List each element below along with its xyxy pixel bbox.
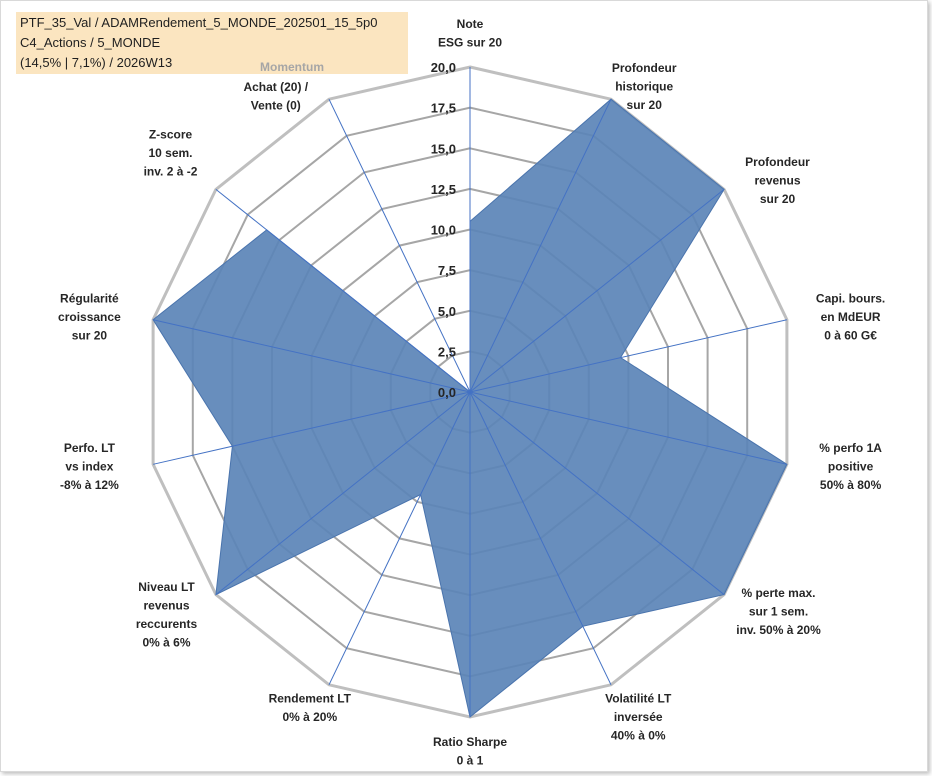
radar-ticks: 0,0 2,5 5,0 7,5 10,0 12,5 15,0 17,5 20,0 [431,60,456,400]
spoke [152,391,471,465]
axis-label-line: inversée [614,710,663,724]
axis-label: Achat (20) / Vente (0) [243,80,308,113]
axis-label: Ratio Sharpe 0 à 1 [433,735,507,768]
axis-label-line: inv. 50% à 20% [736,623,821,637]
axis-label-line: Z-score [149,127,193,141]
axis-label-line: 0% à 20% [282,710,337,724]
tick-label: 20,0 [431,60,456,75]
axis-label: Capi. bours. en MdEUR 0 à 60 G€ [816,291,885,342]
axis-label-line: Rendement LT [269,692,352,706]
axis-label-line: Perfo. LT [64,441,116,455]
axis-label-line: revenus [754,174,800,188]
axis-label-line: Régularité [60,291,119,305]
axis-label-line: % perte max. [741,586,815,600]
axis-label-line: sur 1 sem. [749,605,808,619]
axis-label-line: 0 à 1 [457,754,484,768]
tick-label: 17,5 [431,101,456,116]
axis-label-line: -8% à 12% [60,478,119,492]
tick-label: 7,5 [438,263,456,278]
axis-label-line: 50% à 80% [820,478,882,492]
axis-label: % perte max. sur 1 sem. inv. 50% à 20% [736,586,821,637]
axis-label-line: reccurents [136,617,198,631]
axis-label-line: Niveau LT [138,580,195,594]
axis-label: Note ESG sur 20 [438,17,502,50]
spoke [469,189,725,393]
axis-label-line: % perfo 1A [819,441,882,455]
spoke [152,319,471,393]
spoke [469,391,725,595]
spoke [469,98,612,393]
axis-label-line: 0% à 6% [142,636,190,650]
spoke [215,391,471,595]
axis-label-line: ESG sur 20 [438,36,502,50]
spoke [215,189,471,393]
momentum-label: Momentum [260,60,324,74]
axis-label: Niveau LT revenus reccurents 0% à 6% [136,580,198,650]
info-box: PTF_35_Val / ADAMRendement_5_MONDE_20250… [16,12,408,74]
tick-label: 5,0 [438,304,456,319]
spoke [469,319,788,393]
axis-label-line: en MdEUR [821,310,881,324]
spoke [469,391,788,465]
spoke [469,391,612,686]
spoke [328,391,471,686]
axis-label-line: positive [828,460,874,474]
axis-label-line: Note [457,17,484,31]
axis-label-line: Capi. bours. [816,291,885,305]
info-line-portfolio: PTF_35_Val / ADAMRendement_5_MONDE_20250… [20,15,378,30]
axis-label-line: revenus [143,599,189,613]
axis-label-line: sur 20 [627,98,663,112]
axis-label-line: sur 20 [760,192,796,206]
axis-label: Rendement LT 0% à 20% [269,692,352,725]
tick-label: 2,5 [438,344,456,359]
axis-label-line: sur 20 [72,328,108,342]
radar-axis-labels: Note ESG sur 20 Profondeur historique sur 20… [58,17,885,768]
axis-label-line: Volatilité LT [605,692,672,706]
axis-label-line: 40% à 0% [611,729,666,743]
axis-label-line: vs index [65,460,113,474]
axis-label-line: Vente (0) [251,99,301,113]
axis-label-line: Achat (20) / [243,80,308,94]
axis-label: % perfo 1A positive 50% à 80% [819,441,882,492]
axis-label: Profondeur revenus sur 20 [745,155,810,206]
tick-label: 15,0 [431,141,456,156]
axis-label-line: Profondeur [745,155,810,169]
axis-label-line: 10 sem. [148,146,192,160]
axis-label: Perfo. LT vs index -8% à 12% [60,441,119,492]
axis-label: Profondeur historique sur 20 [612,61,677,112]
axis-label: Volatilité LT inversée 40% à 0% [605,692,672,743]
info-line-performance: (14,5% | 7,1%) / 2026W13 [20,55,173,70]
axis-label-line: Ratio Sharpe [433,735,507,749]
axis-label-line: Profondeur [612,61,677,75]
radar-spokes [152,67,788,717]
axis-label-line: croissance [58,310,121,324]
axis-label-line: 0 à 60 G€ [824,328,877,342]
axis-label: Régularité croissance sur 20 [58,291,121,342]
axis-label: Z-score 10 sem. inv. 2 à -2 [144,127,198,178]
info-line-category: C4_Actions / 5_MONDE [20,35,161,50]
tick-label: 10,0 [431,223,456,238]
tick-label: 12,5 [431,182,456,197]
axis-label-line: historique [615,80,673,94]
axis-label-line: inv. 2 à -2 [144,164,198,178]
tick-label: 0,0 [438,385,456,400]
spoke [328,98,471,393]
